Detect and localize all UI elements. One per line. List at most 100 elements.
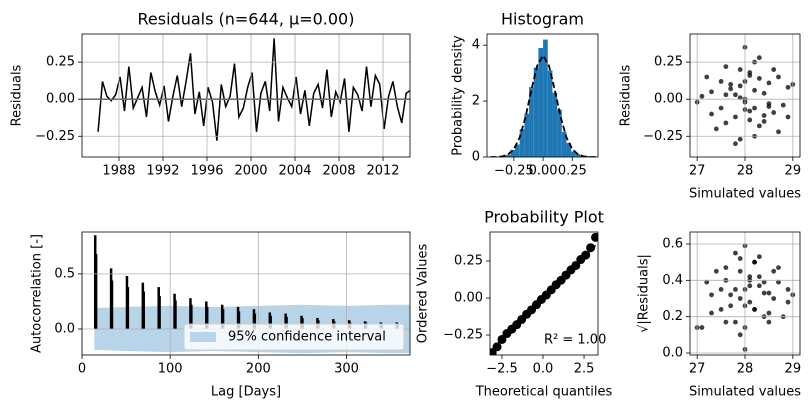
x-tick-label: 2008 [322,164,355,179]
point [718,287,724,292]
point [761,90,767,96]
y-axis-label: Residuals [10,64,25,126]
hist-bar [557,109,562,157]
x-axis-label: Simulated values [689,187,801,202]
x-tick-label: 1992 [146,164,179,179]
point [723,92,729,98]
point [771,67,777,72]
panel-title: Residuals (n=644, μ=0.00) [138,10,355,29]
y-tick-label: −0.25 [643,129,683,144]
x-tick-label: 0 [78,362,86,377]
point [733,319,738,325]
axes-frame [689,231,801,356]
x-tick-label: 200 [246,362,271,377]
x-tick-label: 2004 [278,164,311,179]
point [752,306,757,312]
point [718,105,724,111]
point [761,119,767,124]
point [728,86,734,92]
x-tick-label: 1988 [102,164,135,179]
hist-bar [519,129,525,157]
legend-box [183,323,405,351]
y-axis-label: √|Residuals| [637,254,652,333]
point [780,102,786,108]
axes-frame [689,33,801,158]
x-tick-label: 27 [689,362,706,377]
point [776,265,781,271]
point [766,80,772,86]
point [737,296,743,301]
point [747,299,753,305]
point [756,254,762,260]
point [718,306,724,312]
point [733,141,738,147]
point [761,113,767,118]
quantile-point [581,250,591,260]
axes-frame [486,33,599,158]
x-tick-label: 29 [785,164,802,179]
point [709,111,714,117]
hist-bar [505,154,511,157]
point [737,83,743,89]
point [704,279,710,285]
hist-bar [533,67,539,157]
point [737,332,743,338]
plot-area [694,243,796,352]
hist-bar [515,144,520,157]
point [756,55,762,61]
y-tick-label: 0.25 [454,254,483,269]
x-tick-label: 0.00 [529,164,558,179]
point [752,259,757,265]
point [728,81,734,87]
point [747,117,753,123]
point [785,299,791,305]
y-tick-label: 0.25 [654,55,683,70]
point [766,310,772,316]
x-tick-label: 28 [737,362,754,377]
point [723,319,729,325]
point [709,310,714,316]
hist-bar [538,47,544,157]
plot-area [694,44,796,147]
quantile-point [586,243,596,253]
point [747,274,753,280]
annotation: R² = 1.00 [544,333,606,348]
residual-line [97,38,410,141]
quantile-point [571,260,581,270]
point [723,265,729,271]
hist-bar [571,151,576,157]
point [704,74,710,80]
y-tick-label: 4 [472,38,480,53]
point [747,108,753,114]
point [709,89,714,95]
axes-frame [81,33,411,158]
point [766,290,772,296]
panel-title: Probability Plot [484,208,604,227]
point [761,290,767,296]
y-tick-label: 0.6 [662,236,683,251]
point [761,279,767,285]
quantile-point [492,342,502,352]
x-tick-label: −0.25 [494,164,534,179]
y-tick-label: 2 [472,94,480,109]
panel-title: Histogram [501,10,584,29]
x-tick-label: −2.5 [486,362,518,377]
point [737,67,743,72]
point [776,74,781,80]
y-tick-label: 0.4 [662,273,683,288]
y-axis-label: Ordered Values [416,244,431,344]
point [756,76,762,81]
point [723,120,729,126]
y-tick-label: 0.0 [662,346,683,361]
y-tick-label: 0.2 [662,309,683,324]
point [718,79,724,84]
point [785,114,791,120]
axes-frame [489,231,599,356]
y-tick-label: 0 [472,150,480,165]
x-axis-label: Lag [Days] [211,385,281,400]
point [785,84,791,90]
x-tick-label: 300 [334,362,359,377]
point [752,105,757,111]
point [756,283,762,289]
